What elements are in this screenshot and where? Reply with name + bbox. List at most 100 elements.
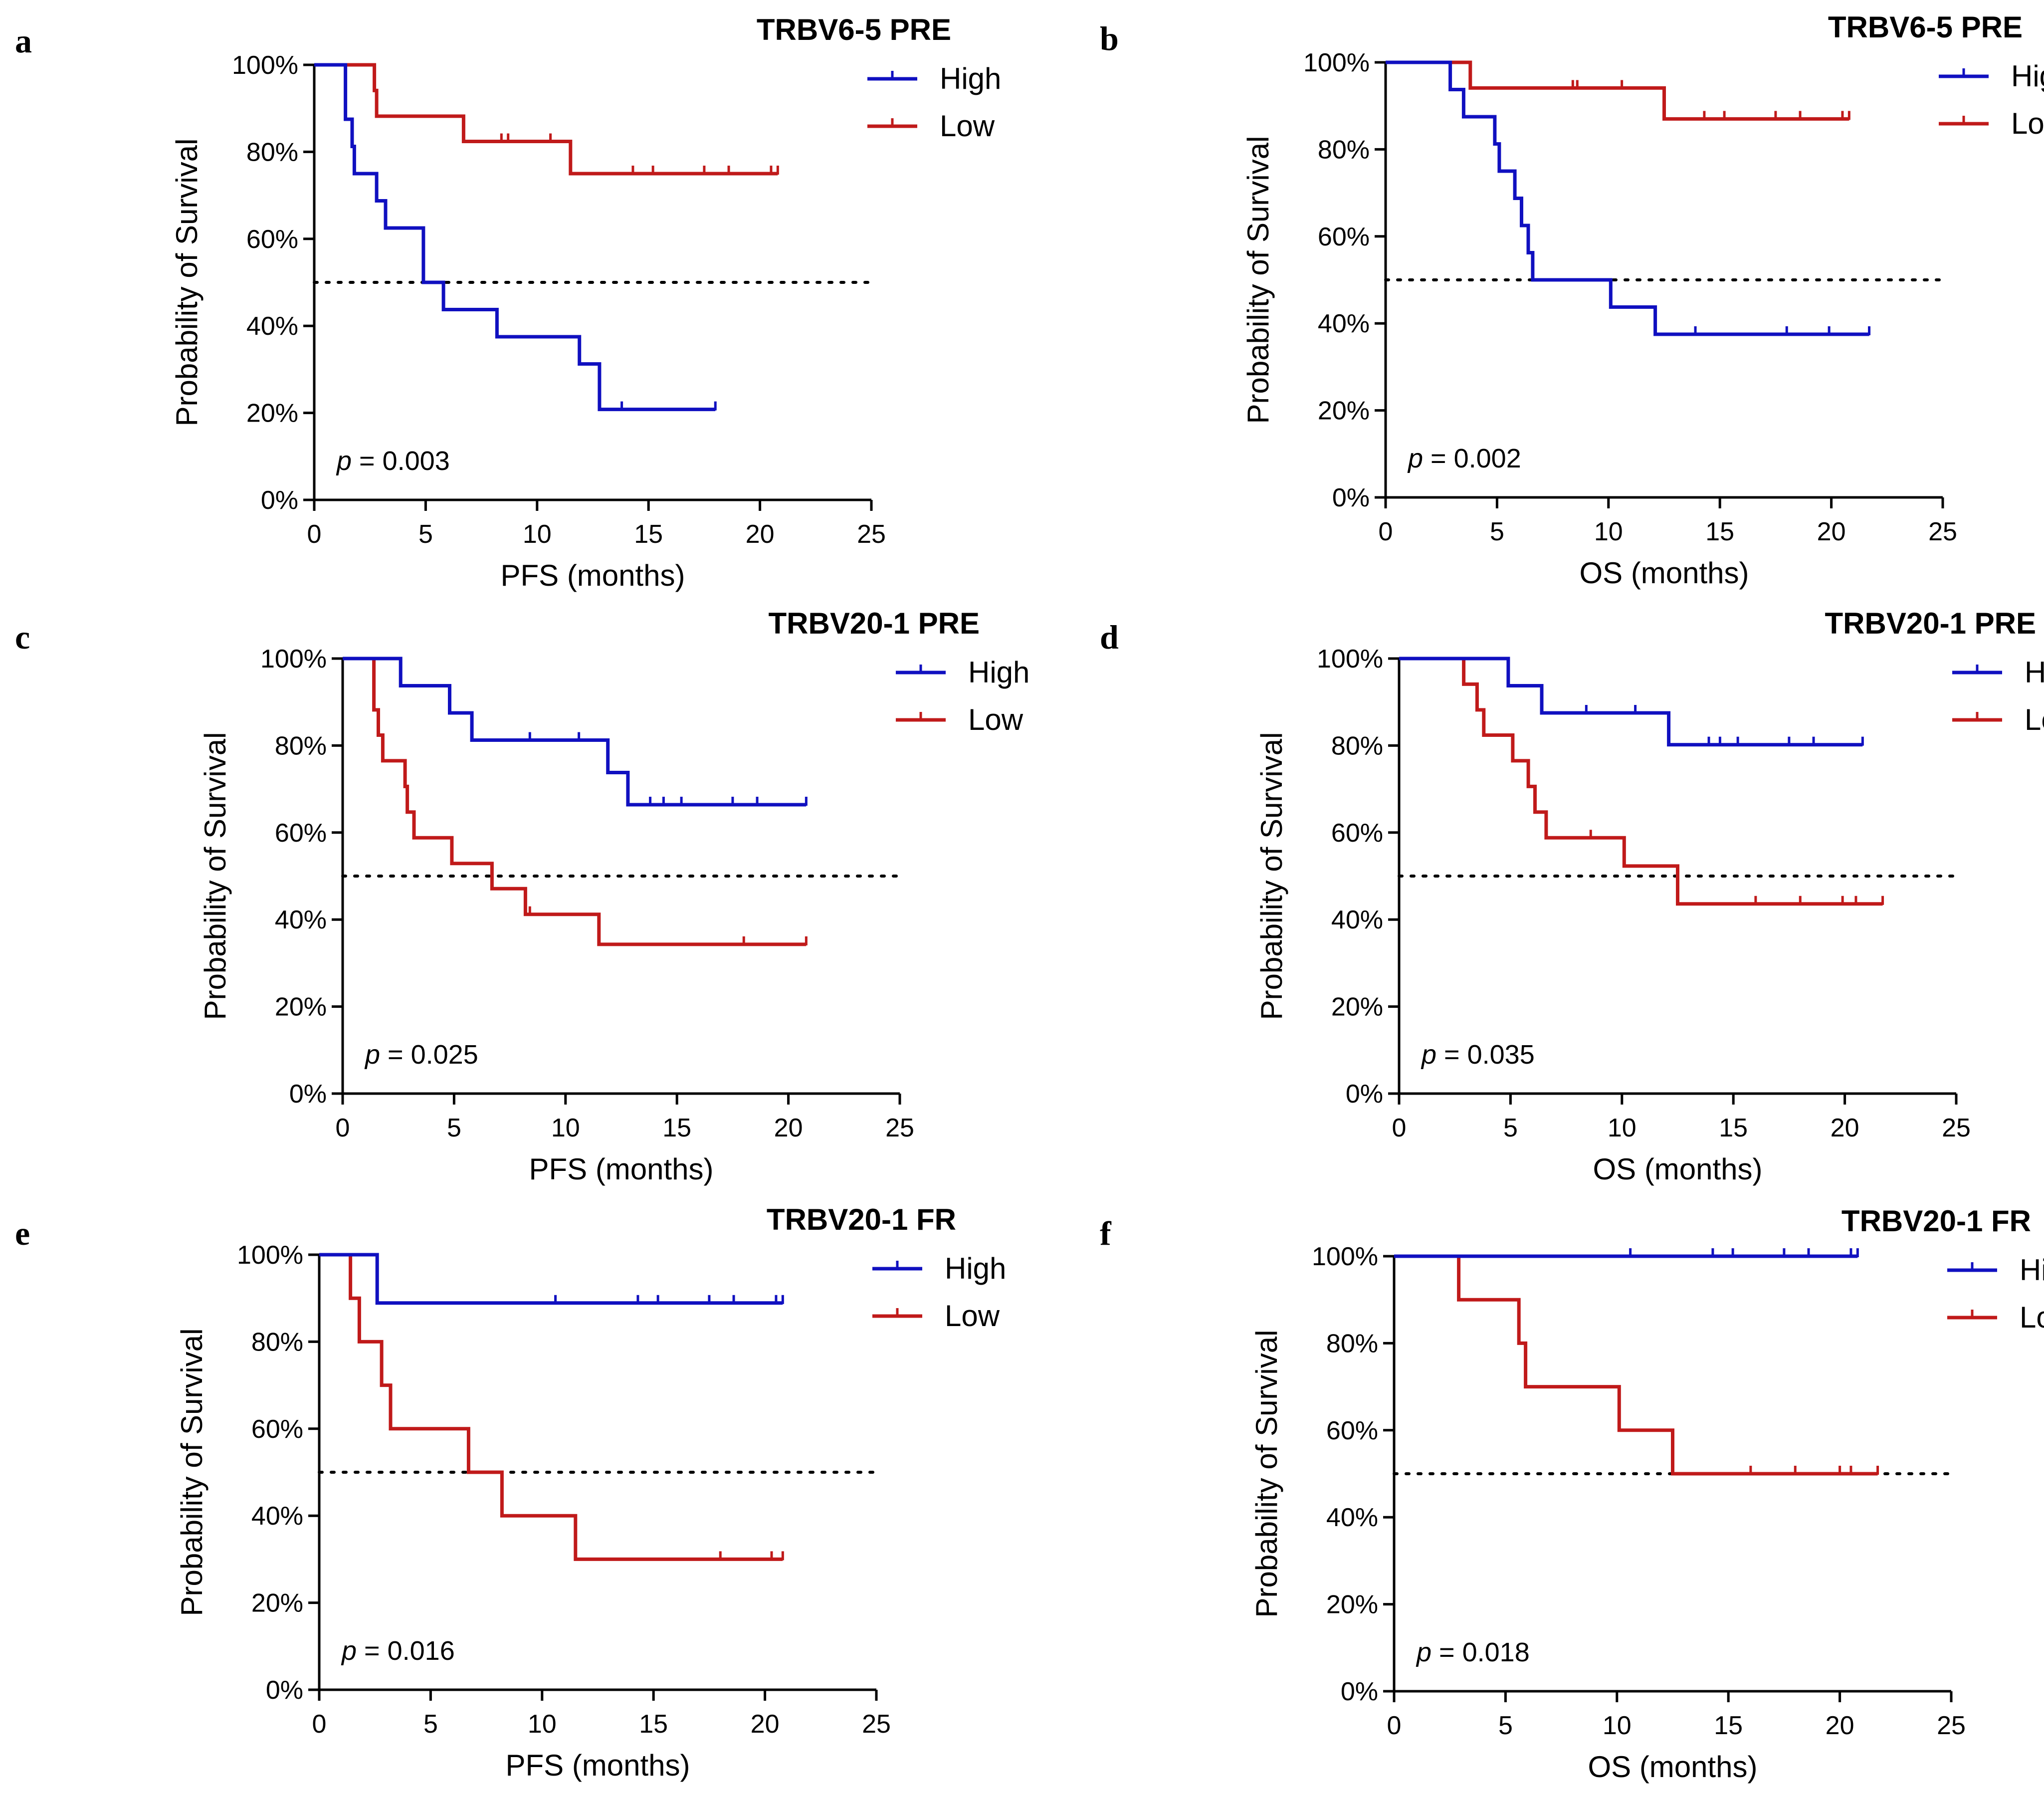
p-value-label: p = 0.003 — [336, 446, 450, 476]
y-tick-label: 0% — [289, 1080, 327, 1109]
p-value: = 0.018 — [1431, 1637, 1530, 1667]
panel-title: TRBV6-5 PRE — [757, 13, 951, 46]
legend-label-high: High — [945, 1252, 1006, 1285]
p-value-label: p = 0.025 — [364, 1040, 478, 1070]
x-axis-title: OS (months) — [1588, 1750, 1757, 1784]
x-axis-title: OS (months) — [1593, 1152, 1762, 1186]
p-symbol: p — [364, 1040, 380, 1070]
y-axis-title: Probability of Survival — [175, 1329, 208, 1616]
km-curve-low — [319, 1253, 783, 1561]
y-tick-label: 100% — [232, 51, 298, 80]
legend-label-high: High — [940, 62, 1001, 95]
x-tick-label: 0 — [1387, 1711, 1402, 1740]
x-tick-label: 10 — [528, 1710, 557, 1739]
y-tick-label: 40% — [246, 312, 298, 341]
x-tick-label: 20 — [746, 520, 775, 549]
x-tick-label: 25 — [1937, 1711, 1966, 1740]
y-tick-label: 80% — [1331, 731, 1383, 760]
y-tick-label: 40% — [1326, 1503, 1378, 1532]
x-tick-label: 25 — [885, 1114, 914, 1142]
x-tick-label: 5 — [1498, 1711, 1513, 1740]
panel-title: TRBV20-1 PRE — [769, 607, 980, 640]
km-curve-low — [1386, 60, 1849, 121]
p-value-label: p = 0.016 — [341, 1636, 455, 1666]
panel-letter: a — [15, 22, 32, 60]
legend-label-low: Low — [945, 1299, 1000, 1333]
km-curve-high — [1386, 60, 1869, 336]
panel-b: b TRBV6-5 PRE 0% 20% 40% 60% 80% 100% 0 5 10 15 20 25… — [1100, 10, 2044, 590]
p-value: = 0.016 — [357, 1636, 455, 1666]
x-axis-title: PFS (months) — [500, 559, 685, 592]
km-curve-high — [343, 657, 807, 807]
km-curve-high — [1399, 657, 1863, 747]
km-curve-low — [1399, 657, 1883, 906]
y-tick-label: 20% — [1331, 993, 1383, 1022]
x-axis-title: OS (months) — [1579, 556, 1749, 590]
x-tick-label: 20 — [1817, 517, 1846, 546]
x-tick-label: 15 — [1719, 1114, 1748, 1142]
x-tick-label: 20 — [751, 1710, 780, 1739]
p-value: = 0.025 — [380, 1040, 478, 1070]
y-tick-label: 80% — [275, 731, 327, 760]
y-axis-title: Probability of Survival — [1255, 732, 1288, 1020]
x-tick-label: 5 — [447, 1114, 461, 1142]
y-tick-label: 80% — [1318, 135, 1370, 164]
panel-a: a TRBV6-5 PRE 0% 20% 40% 60% 80% 100% 0 5 10 15 20 25… — [15, 13, 1001, 592]
y-tick-label: 60% — [251, 1415, 303, 1444]
x-axis-title: PFS (months) — [505, 1749, 690, 1782]
x-tick-label: 0 — [312, 1710, 327, 1739]
legend-label-low: Low — [940, 109, 995, 143]
x-tick-label: 15 — [639, 1710, 668, 1739]
legend-label-low: Low — [968, 703, 1023, 736]
legend-label-high: High — [2011, 59, 2044, 93]
legend-label-high: High — [2020, 1253, 2044, 1287]
legend-label-low: Low — [2011, 107, 2044, 140]
p-value: = 0.035 — [1436, 1040, 1535, 1070]
y-tick-label: 60% — [1331, 819, 1383, 848]
panel-letter: b — [1100, 19, 1119, 57]
y-tick-label: 100% — [1312, 1242, 1378, 1271]
x-tick-label: 0 — [307, 520, 322, 549]
x-tick-label: 5 — [418, 520, 433, 549]
panel-d: d TRBV20-1 PRE 0% 20% 40% 60% 80% 100% 0 5 10 15 20 2… — [1100, 607, 2044, 1186]
y-tick-label: 40% — [275, 905, 327, 934]
y-axis-title: Probability of Survival — [170, 139, 204, 427]
x-tick-label: 25 — [1942, 1114, 1971, 1142]
x-tick-label: 15 — [662, 1114, 691, 1142]
km-curve-high — [314, 63, 716, 412]
x-tick-label: 10 — [551, 1114, 580, 1142]
y-tick-label: 0% — [1341, 1677, 1378, 1706]
y-tick-label: 0% — [266, 1676, 303, 1705]
p-value: = 0.002 — [1423, 444, 1521, 473]
legend-label-high: High — [968, 656, 1029, 689]
panel-title: TRBV6-5 PRE — [1828, 10, 2023, 44]
p-value-label: p = 0.002 — [1407, 444, 1521, 473]
y-tick-label: 40% — [1331, 905, 1383, 934]
y-axis-title: Probability of Survival — [1241, 136, 1275, 424]
x-tick-label: 0 — [336, 1114, 350, 1142]
y-tick-label: 80% — [251, 1328, 303, 1356]
x-tick-label: 10 — [1608, 1114, 1636, 1142]
y-tick-label: 80% — [1326, 1329, 1378, 1358]
x-tick-label: 25 — [862, 1710, 891, 1739]
x-tick-label: 5 — [1503, 1114, 1518, 1142]
panel-e: e TRBV20-1 FR 0% 20% 40% 60% 80% 100% 0 5 10 15 20 25… — [15, 1203, 1006, 1782]
y-tick-label: 40% — [251, 1502, 303, 1531]
x-tick-label: 5 — [423, 1710, 438, 1739]
y-tick-label: 20% — [1318, 397, 1370, 426]
panel-f: f TRBV20-1 FR 0% 20% 40% 60% 80% 100% 0 5 10 15 20 25… — [1100, 1204, 2044, 1784]
x-tick-label: 25 — [857, 520, 886, 549]
y-tick-label: 0% — [261, 486, 298, 515]
y-tick-label: 100% — [1303, 48, 1370, 77]
x-tick-label: 5 — [1490, 517, 1504, 546]
km-curve-high — [319, 1253, 783, 1305]
km-curve-low — [343, 657, 807, 946]
p-symbol: p — [1421, 1040, 1436, 1070]
p-symbol: p — [1416, 1637, 1431, 1667]
km-curve-low — [314, 63, 778, 176]
p-value: = 0.003 — [352, 446, 450, 476]
x-tick-label: 0 — [1379, 517, 1393, 546]
x-tick-label: 10 — [523, 520, 552, 549]
y-tick-label: 100% — [237, 1241, 303, 1270]
x-tick-label: 25 — [1928, 517, 1957, 546]
